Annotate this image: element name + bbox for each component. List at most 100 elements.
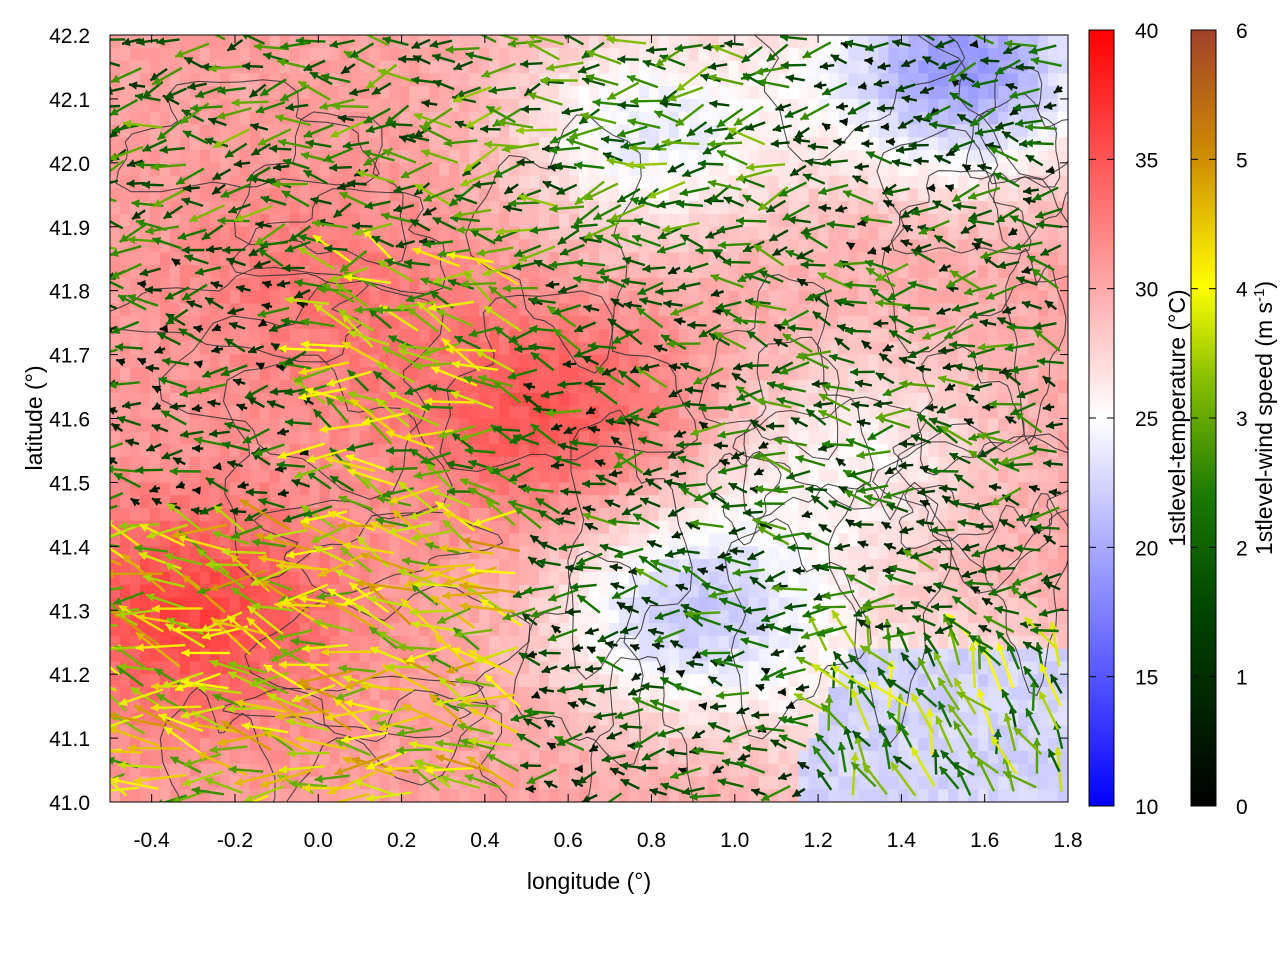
- temperature-cell: [439, 533, 450, 547]
- temperature-cell: [868, 546, 879, 560]
- temperature-cell: [928, 571, 939, 586]
- temperature-cell: [708, 201, 720, 215]
- temperature-cell: [469, 789, 480, 802]
- temperature-cell: [648, 303, 660, 317]
- temperature-cell: [309, 674, 321, 688]
- temperature-cell: [569, 750, 580, 765]
- temperature-cell: [289, 763, 301, 778]
- temperature-cell: [878, 73, 889, 87]
- temperature-cell: [179, 482, 191, 496]
- temperature-cell: [229, 47, 241, 62]
- temperature-cell: [768, 367, 780, 381]
- temperature-cell: [519, 239, 530, 253]
- temperature-cell: [179, 507, 191, 522]
- temperature-cell: [359, 584, 371, 599]
- temperature-cell: [289, 162, 301, 177]
- temperature-cell: [399, 546, 410, 560]
- temperature-cell: [579, 674, 590, 688]
- temperature-cell: [139, 623, 151, 637]
- temperature-cell: [459, 111, 470, 126]
- temperature-cell: [349, 277, 361, 292]
- temperature-cell: [768, 73, 780, 87]
- temperature-cell: [928, 431, 939, 445]
- temperature-cell: [598, 520, 610, 535]
- temperature-cell: [928, 661, 939, 675]
- temperature-cell: [798, 482, 810, 496]
- temperature-cell: [329, 738, 341, 752]
- temperature-cell: [309, 341, 321, 356]
- temperature-cell: [589, 533, 600, 547]
- temperature-cell: [389, 584, 400, 599]
- temperature-cell: [628, 329, 640, 343]
- temperature-cell: [718, 738, 730, 752]
- temperature-cell: [159, 559, 171, 573]
- temperature-cell: [908, 712, 919, 726]
- temperature-cell: [598, 124, 610, 138]
- temperature-cell: [489, 674, 500, 688]
- temperature-cell: [129, 226, 141, 241]
- temperature-cell: [309, 571, 321, 586]
- temperature-cell: [788, 265, 800, 279]
- temperature-cell: [648, 495, 660, 509]
- temperature-cell: [469, 290, 480, 305]
- temperature-cell: [479, 252, 490, 266]
- temperature-cell: [110, 290, 121, 305]
- temperature-cell: [249, 738, 261, 752]
- temperature-cell: [708, 213, 720, 228]
- temperature-cell: [608, 47, 620, 62]
- temperature-cell: [718, 725, 730, 739]
- temperature-cell: [289, 329, 301, 343]
- temperature-cell: [608, 623, 620, 637]
- temperature-cell: [219, 431, 231, 445]
- temperature-cell: [209, 674, 221, 688]
- temperature-cell: [259, 265, 271, 279]
- temperature-cell: [209, 738, 221, 752]
- temperature-cell: [159, 73, 171, 87]
- temperature-cell: [279, 686, 291, 701]
- temperature-cell: [728, 635, 740, 650]
- temperature-cell: [249, 329, 261, 343]
- temperature-cell: [429, 418, 440, 432]
- temperature-cell: [469, 661, 480, 675]
- temperature-cell: [529, 520, 540, 535]
- temperature-cell: [279, 329, 291, 343]
- temperature-cell: [359, 341, 371, 356]
- temperature-cell: [479, 60, 490, 74]
- temperature-cell: [449, 533, 460, 547]
- temperature-cell: [718, 520, 730, 535]
- temperature-cell: [748, 725, 760, 739]
- temperature-cell: [788, 482, 800, 496]
- temperature-cell: [788, 367, 800, 381]
- temperature-cell: [728, 303, 740, 317]
- temperature-cell: [159, 482, 171, 496]
- temperature-cell: [698, 252, 710, 266]
- temperature-cell: [110, 738, 121, 752]
- temperature-cell: [319, 661, 331, 675]
- temperature-cell: [798, 712, 810, 726]
- temperature-cell: [598, 303, 610, 317]
- temperature-cell: [110, 303, 121, 317]
- temperature-cell: [628, 188, 640, 202]
- temperature-cell: [149, 725, 161, 739]
- temperature-cell: [569, 482, 580, 496]
- temperature-cell: [828, 686, 840, 701]
- temperature-cell: [858, 507, 870, 522]
- temperature-cell: [579, 635, 590, 650]
- temperature-cell: [459, 648, 470, 662]
- temperature-cell: [369, 571, 381, 586]
- temperature-cell: [608, 444, 620, 458]
- temperature-cell: [668, 252, 680, 266]
- temperature-cell: [179, 546, 191, 560]
- temperature-cell: [628, 47, 640, 62]
- temperature-cell: [579, 750, 590, 765]
- temperature-cell: [399, 86, 410, 100]
- temperature-cell: [878, 686, 889, 701]
- temperature-cell: [938, 150, 949, 164]
- temperature-cell: [489, 316, 500, 330]
- temperature-cell: [449, 329, 460, 343]
- temperature-cell: [898, 597, 909, 611]
- temperature-cell: [429, 239, 440, 253]
- temperature-cell: [110, 725, 121, 739]
- temperature-cell: [499, 392, 510, 407]
- temperature-cell: [569, 239, 580, 253]
